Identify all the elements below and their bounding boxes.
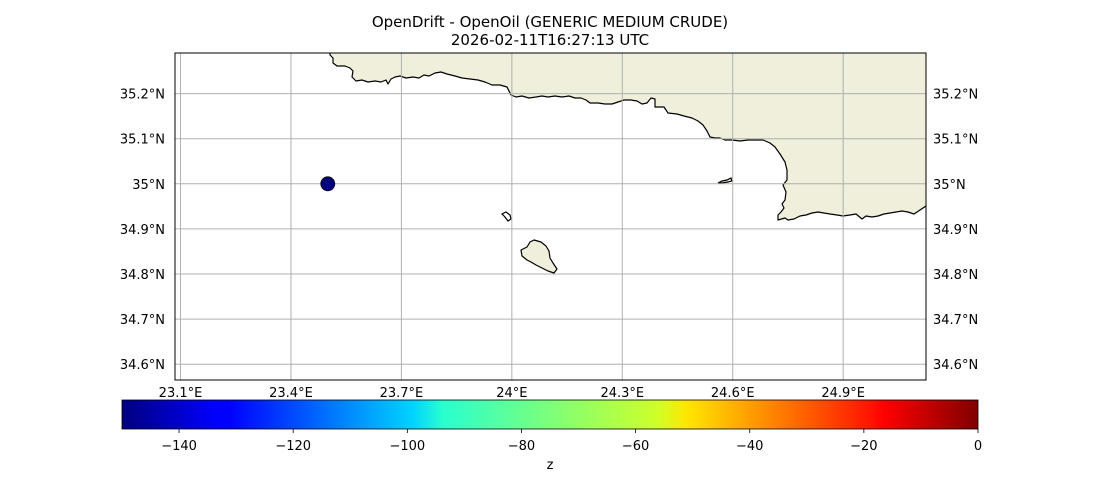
lat-tick-label-left: 34.7°N (120, 313, 165, 328)
colorbar-tick-label: −120 (275, 439, 311, 454)
gridlines (175, 53, 926, 380)
lat-tick-label-right: 35°N (933, 178, 966, 193)
map-panel (174, 52, 927, 381)
colorbar: −140 −120 −100 −80 −60 −40 −20 0 z (121, 399, 982, 473)
map-timestamp: 2026-02-11T16:27:13 UTC (451, 31, 649, 49)
lon-tick-label: 24.9°E (821, 386, 865, 401)
lon-tick-label: 24.6°E (711, 386, 755, 401)
lat-tick-label-right: 34.6°N (933, 358, 978, 373)
colorbar-tick-label: −140 (161, 439, 197, 454)
colorbar-tick-label: −40 (736, 439, 763, 454)
lat-tick-label-right: 34.9°N (933, 223, 978, 238)
lat-tick-label-right: 35.1°N (933, 133, 978, 148)
oil-particle (320, 176, 336, 192)
land-crete (329, 53, 926, 221)
lat-tick-label-right: 34.8°N (933, 268, 978, 283)
colorbar-label: z (547, 458, 554, 473)
map-frame (174, 52, 927, 381)
land-gavdos (520, 239, 558, 274)
land-islet (717, 177, 733, 184)
lat-tick-label-right: 34.7°N (933, 313, 978, 328)
lon-tick-label: 23.1°E (159, 386, 203, 401)
lat-tick-label-left: 35.2°N (120, 88, 165, 103)
land-tiny-islet (500, 211, 512, 222)
lon-tick-label: 24.3°E (600, 386, 644, 401)
colorbar-tick-label: −60 (622, 439, 649, 454)
colorbar-tick-label: −20 (850, 439, 877, 454)
lat-tick-label-right: 35.2°N (933, 88, 978, 103)
map-title: OpenDrift - OpenOil (GENERIC MEDIUM CRUD… (372, 13, 728, 31)
longitude-tick-labels: 23.1°E 23.4°E 23.7°E 24°E 24.3°E 24.6°E 24.9°E (159, 386, 865, 401)
lat-tick-label-left: 34.8°N (120, 268, 165, 283)
lon-tick-label: 23.4°E (269, 386, 313, 401)
lon-tick-label: 23.7°E (380, 386, 424, 401)
lat-tick-label-left: 35°N (132, 178, 165, 193)
lat-tick-label-left: 35.1°N (120, 133, 165, 148)
particle-layer (320, 176, 336, 192)
latitude-tick-labels-right: 35.2°N 35.1°N 35°N 34.9°N 34.8°N 34.7°N 34.6°N (933, 88, 978, 374)
lat-tick-label-left: 34.6°N (120, 358, 165, 373)
colorbar-tick-label: −80 (508, 439, 535, 454)
latitude-tick-labels-left: 35.2°N 35.1°N 35°N 34.9°N 34.8°N 34.7°N 34.6°N (120, 88, 165, 374)
lon-tick-label: 24°E (496, 386, 527, 401)
colorbar-tick-label: −100 (389, 439, 425, 454)
lat-tick-label-left: 34.9°N (120, 223, 165, 238)
colorbar-gradient (121, 399, 979, 430)
colorbar-ticks: −140 −120 −100 −80 −60 −40 −20 0 (161, 429, 982, 454)
colorbar-tick-label: 0 (974, 439, 982, 454)
